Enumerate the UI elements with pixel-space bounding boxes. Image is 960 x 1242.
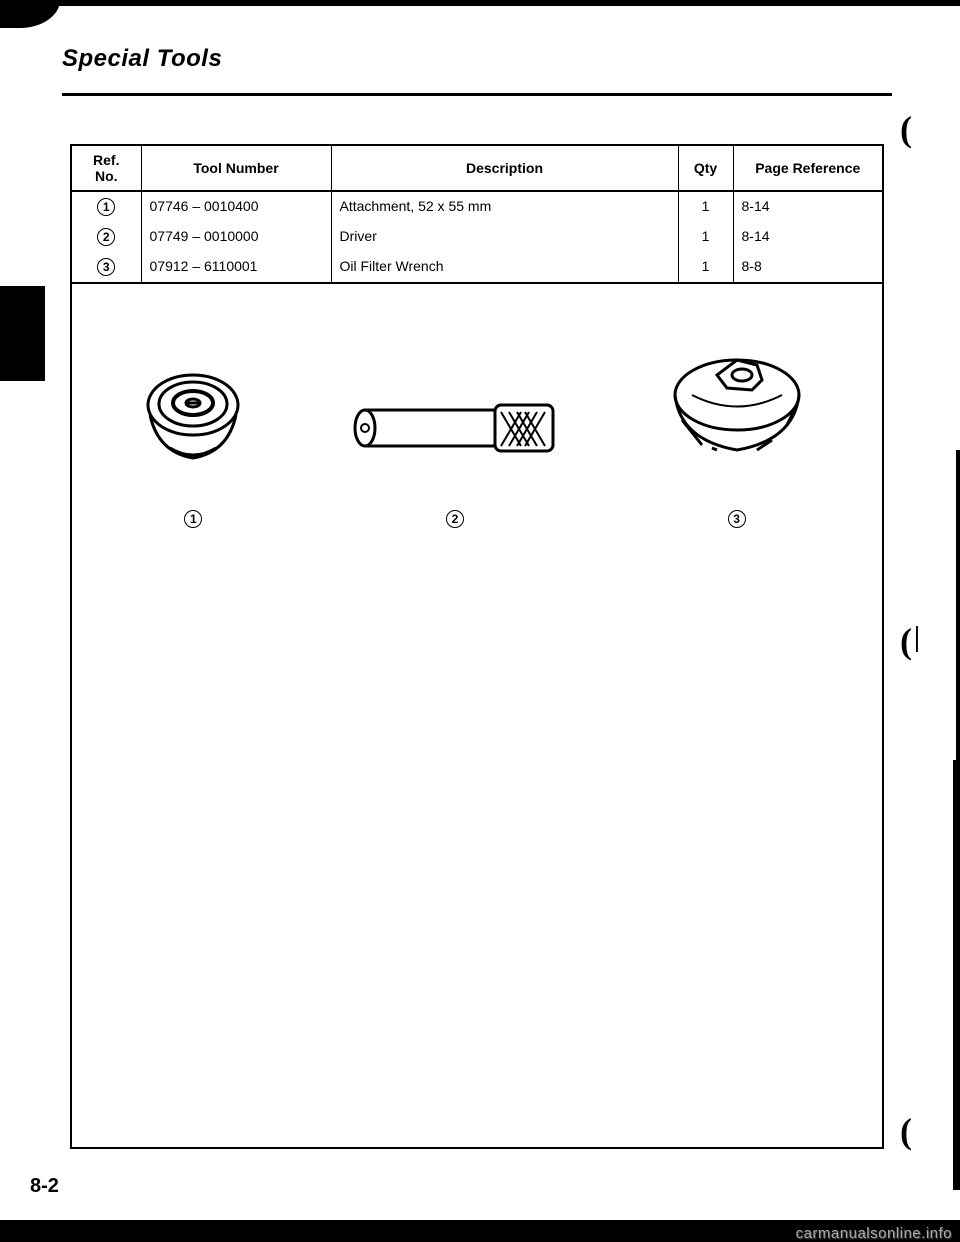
scan-artifact-paren-1: ( bbox=[900, 108, 912, 150]
tool-page: 8-14 bbox=[733, 222, 883, 252]
attachment-icon bbox=[138, 370, 248, 470]
top-edge bbox=[0, 0, 960, 6]
title-rule bbox=[62, 93, 892, 96]
table-row: 3 07912 – 6110001 Oil Filter Wrench 1 8-… bbox=[71, 252, 883, 283]
driver-icon bbox=[345, 390, 565, 470]
tool-desc: Oil Filter Wrench bbox=[331, 252, 678, 283]
figure-2: 2 bbox=[345, 390, 565, 528]
figure-caption-2: 2 bbox=[446, 510, 464, 528]
page-number: 8-2 bbox=[30, 1175, 59, 1198]
tools-table: Ref. No. Tool Number Description Qty Pag… bbox=[70, 144, 884, 284]
col-header-tool: Tool Number bbox=[141, 145, 331, 191]
table-header-row: Ref. No. Tool Number Description Qty Pag… bbox=[71, 145, 883, 191]
tool-desc: Attachment, 52 x 55 mm bbox=[331, 191, 678, 222]
scan-artifact-paren-3: ( bbox=[900, 1110, 912, 1152]
tab-blob bbox=[0, 0, 60, 28]
tool-number: 07749 – 0010000 bbox=[141, 222, 331, 252]
figure-caption-1: 1 bbox=[184, 510, 202, 528]
page: Special Tools ( ( | ( Ref. No. Tool Numb… bbox=[0, 0, 960, 1242]
tool-number: 07912 – 6110001 bbox=[141, 252, 331, 283]
side-tab bbox=[0, 286, 45, 381]
figure-caption-3: 3 bbox=[728, 510, 746, 528]
tool-qty: 1 bbox=[678, 191, 733, 222]
page-title: Special Tools bbox=[62, 45, 222, 73]
ref-circled-3: 3 bbox=[97, 258, 115, 276]
table-row: 2 07749 – 0010000 Driver 1 8-14 bbox=[71, 222, 883, 252]
col-header-qty: Qty bbox=[678, 145, 733, 191]
ref-circled-2: 2 bbox=[97, 228, 115, 246]
figure-3: 3 bbox=[662, 350, 812, 528]
figure-1: 1 bbox=[138, 370, 248, 528]
right-edge-line-2 bbox=[953, 760, 956, 1190]
col-header-ref: Ref. No. bbox=[71, 145, 141, 191]
tool-page: 8-8 bbox=[733, 252, 883, 283]
table-outer-border bbox=[70, 144, 884, 1149]
tool-qty: 1 bbox=[678, 252, 733, 283]
ref-circled-1: 1 bbox=[97, 198, 115, 216]
col-header-page: Page Reference bbox=[733, 145, 883, 191]
tool-desc: Driver bbox=[331, 222, 678, 252]
table-row: 1 07746 – 0010400 Attachment, 52 x 55 mm… bbox=[71, 191, 883, 222]
oil-filter-wrench-icon bbox=[662, 350, 812, 470]
tool-number: 07746 – 0010400 bbox=[141, 191, 331, 222]
right-edge-line bbox=[956, 450, 960, 1190]
tool-page: 8-14 bbox=[733, 191, 883, 222]
scan-artifact-paren-2: ( bbox=[900, 620, 912, 662]
tool-qty: 1 bbox=[678, 222, 733, 252]
figures-row: 1 2 bbox=[90, 350, 860, 528]
watermark-text: carmanualsonline.info bbox=[796, 1225, 952, 1242]
scan-artifact-bar: | bbox=[914, 622, 920, 654]
col-header-desc: Description bbox=[331, 145, 678, 191]
